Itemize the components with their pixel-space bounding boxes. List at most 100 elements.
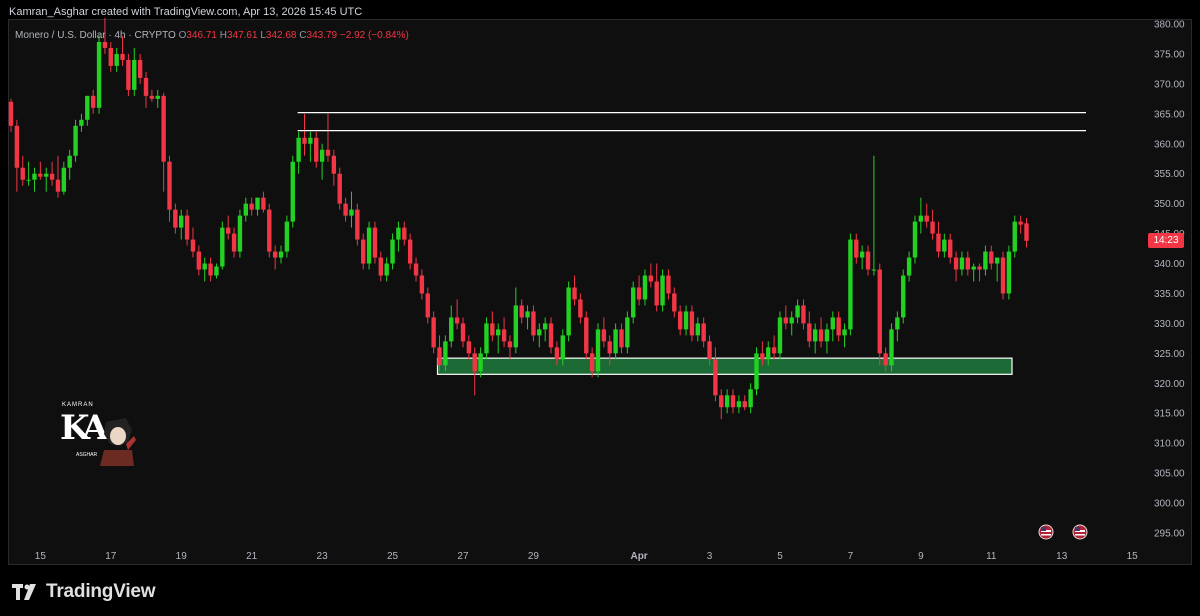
candle[interactable]: [361, 233, 366, 270]
candle[interactable]: [672, 287, 677, 318]
candle[interactable]: [149, 89, 155, 102]
candle[interactable]: [243, 197, 248, 222]
candle[interactable]: [349, 191, 354, 228]
candle[interactable]: [120, 35, 125, 66]
candle[interactable]: [912, 215, 918, 264]
candle[interactable]: [214, 263, 219, 279]
candle[interactable]: [372, 221, 378, 264]
candle[interactable]: [742, 395, 747, 411]
candle[interactable]: [642, 269, 648, 306]
candle[interactable]: [777, 311, 783, 360]
candle[interactable]: [719, 389, 724, 420]
candle[interactable]: [407, 233, 413, 270]
candle[interactable]: [366, 221, 372, 270]
candle[interactable]: [595, 323, 601, 378]
candle[interactable]: [724, 389, 730, 414]
candle[interactable]: [924, 203, 929, 228]
candle[interactable]: [331, 149, 337, 186]
candle[interactable]: [689, 305, 695, 342]
candle[interactable]: [507, 335, 513, 360]
candle[interactable]: [566, 281, 571, 342]
candle[interactable]: [683, 305, 689, 336]
candle[interactable]: [842, 323, 847, 348]
candle[interactable]: [754, 347, 759, 396]
candle[interactable]: [425, 287, 430, 324]
candle[interactable]: [730, 389, 736, 414]
candle[interactable]: [983, 245, 988, 276]
candle[interactable]: [402, 221, 407, 246]
candle[interactable]: [560, 329, 565, 366]
candle[interactable]: [812, 323, 818, 354]
candle[interactable]: [384, 257, 389, 282]
candle[interactable]: [648, 263, 654, 288]
candle[interactable]: [830, 311, 835, 342]
candle[interactable]: [225, 215, 231, 240]
candle[interactable]: [396, 221, 401, 252]
candle[interactable]: [55, 155, 61, 198]
candle[interactable]: [584, 311, 589, 360]
candle[interactable]: [889, 323, 894, 372]
candle[interactable]: [589, 347, 595, 378]
candle[interactable]: [413, 257, 419, 282]
candle[interactable]: [554, 341, 560, 366]
candle[interactable]: [32, 167, 37, 192]
candle[interactable]: [965, 251, 971, 276]
candle[interactable]: [537, 323, 542, 348]
candle[interactable]: [85, 95, 90, 126]
candle[interactable]: [906, 251, 912, 282]
candle[interactable]: [355, 203, 360, 246]
candle[interactable]: [930, 209, 935, 240]
candle[interactable]: [419, 269, 425, 300]
us-flag-icon[interactable]: [1072, 524, 1088, 540]
candle[interactable]: [707, 335, 712, 366]
candle[interactable]: [531, 305, 536, 342]
candle[interactable]: [578, 293, 583, 324]
candle[interactable]: [466, 335, 472, 360]
candle[interactable]: [748, 383, 753, 414]
candle[interactable]: [542, 317, 548, 342]
candle[interactable]: [484, 317, 489, 360]
candle[interactable]: [190, 227, 196, 258]
candle[interactable]: [636, 275, 642, 306]
candle[interactable]: [325, 113, 331, 162]
candle[interactable]: [8, 98, 14, 132]
candle[interactable]: [343, 197, 348, 222]
candle[interactable]: [90, 89, 96, 114]
candle[interactable]: [994, 257, 1000, 282]
candle[interactable]: [619, 323, 624, 354]
candle[interactable]: [877, 263, 882, 366]
tradingview-logo[interactable]: TradingView: [12, 581, 156, 603]
candle[interactable]: [132, 47, 137, 96]
candle[interactable]: [255, 197, 260, 216]
candle[interactable]: [666, 269, 671, 300]
candle[interactable]: [572, 275, 577, 306]
candle[interactable]: [771, 335, 777, 360]
candle[interactable]: [1000, 251, 1006, 300]
candle[interactable]: [695, 317, 700, 342]
candle[interactable]: [977, 263, 982, 282]
support-zone[interactable]: [436, 357, 1013, 375]
candle[interactable]: [1012, 215, 1017, 258]
candle[interactable]: [677, 305, 683, 336]
candle[interactable]: [713, 347, 718, 402]
candle[interactable]: [143, 71, 149, 108]
candle[interactable]: [948, 233, 953, 264]
candle[interactable]: [501, 317, 507, 348]
candle[interactable]: [378, 251, 384, 282]
candle[interactable]: [290, 155, 295, 228]
candle[interactable]: [918, 197, 924, 234]
candle[interactable]: [454, 299, 460, 330]
candle[interactable]: [184, 209, 190, 246]
candle[interactable]: [789, 311, 794, 336]
candle[interactable]: [801, 299, 806, 330]
candle[interactable]: [249, 197, 254, 216]
chart-panel[interactable]: [8, 19, 1192, 565]
candle[interactable]: [496, 323, 501, 354]
candle[interactable]: [96, 35, 102, 114]
candle[interactable]: [102, 18, 108, 54]
candle[interactable]: [818, 317, 824, 348]
candle[interactable]: [208, 257, 213, 282]
candle[interactable]: [267, 203, 272, 258]
candle[interactable]: [848, 233, 853, 336]
candle[interactable]: [936, 221, 941, 258]
